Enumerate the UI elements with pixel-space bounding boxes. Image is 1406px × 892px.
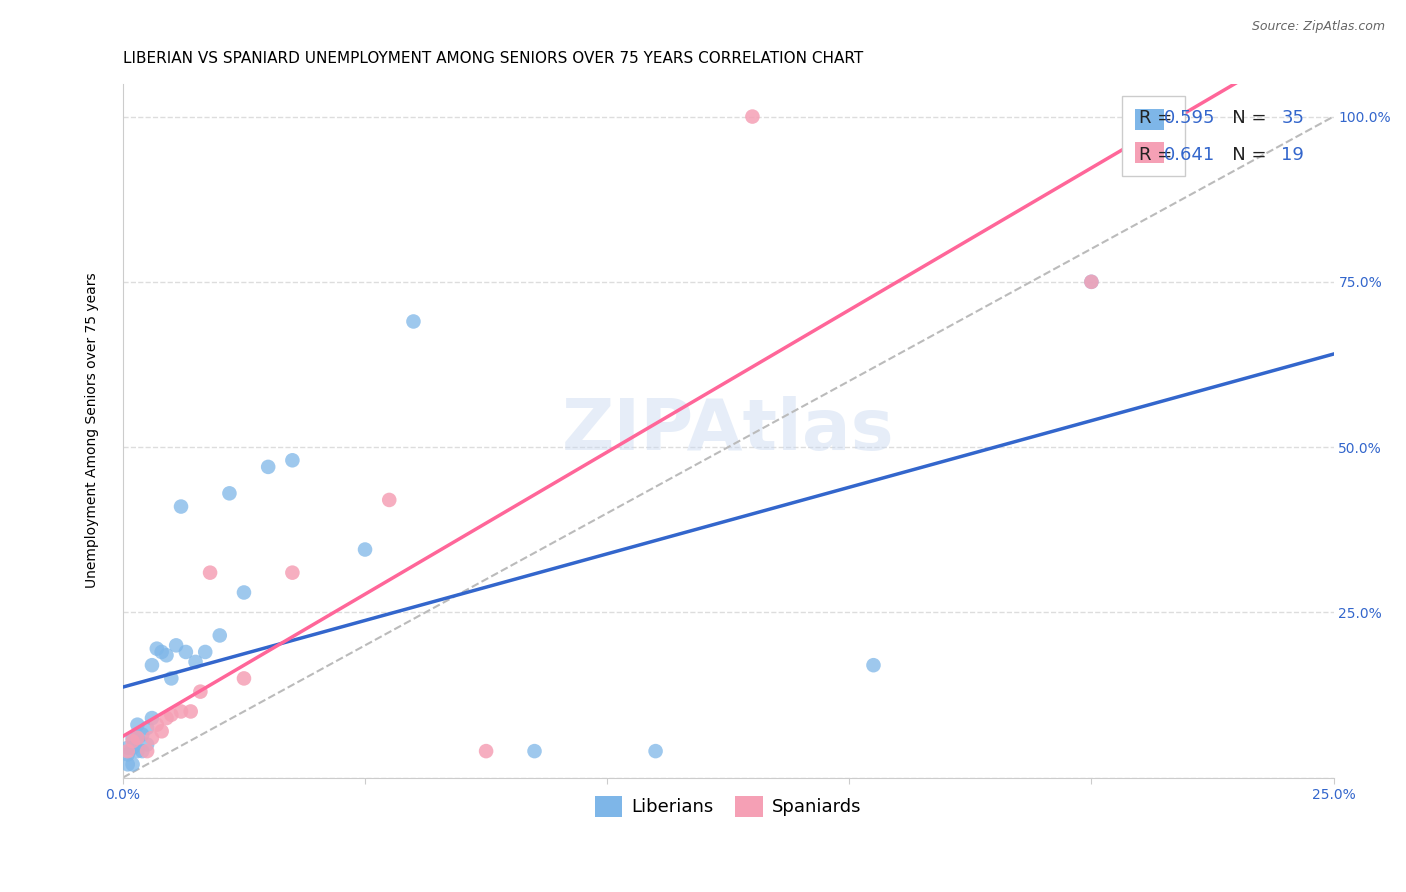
Point [402,314,425,328]
Point [354,542,377,557]
Point [190,684,212,698]
Point [141,731,163,745]
Point [131,744,153,758]
Point [523,744,546,758]
Y-axis label: Unemployment Among Seniors over 75 years: Unemployment Among Seniors over 75 years [86,273,100,589]
Text: 35: 35 [1281,109,1305,127]
Point [121,734,143,748]
Point [117,744,139,758]
Text: 0.641: 0.641 [1164,146,1215,164]
Point [141,711,163,725]
Point [644,744,666,758]
Point [218,486,240,500]
Point [127,731,149,745]
Point [233,585,256,599]
Point [233,672,256,686]
Legend: Liberians, Spaniards: Liberians, Spaniards [588,789,869,824]
Point [127,744,149,758]
Point [1080,275,1102,289]
Point [378,492,401,507]
Text: ZIPAtlas: ZIPAtlas [562,396,894,465]
Point [184,655,207,669]
Point [136,744,159,758]
Point [174,645,197,659]
Point [180,705,202,719]
Point [150,645,173,659]
Point [136,721,159,735]
Point [131,728,153,742]
Point [194,645,217,659]
Point [281,453,304,467]
Point [121,731,143,745]
Point [257,459,280,474]
Point [117,747,139,762]
Point [155,711,177,725]
Point [170,500,193,514]
Text: R =: R = [1139,109,1178,127]
Text: N =: N = [1215,146,1272,164]
Point [862,658,884,673]
Text: N =: N = [1215,109,1272,127]
Point [117,757,139,772]
Point [127,731,149,745]
Text: R =: R = [1139,146,1178,164]
Point [136,738,159,752]
Point [1080,275,1102,289]
Text: 19: 19 [1281,146,1305,164]
Point [475,744,498,758]
Text: LIBERIAN VS SPANIARD UNEMPLOYMENT AMONG SENIORS OVER 75 YEARS CORRELATION CHART: LIBERIAN VS SPANIARD UNEMPLOYMENT AMONG … [122,51,863,66]
Text: Source: ZipAtlas.com: Source: ZipAtlas.com [1251,20,1385,33]
Point [155,648,177,663]
Point [165,638,187,652]
Point [170,705,193,719]
Text: 0.595: 0.595 [1164,109,1216,127]
Point [281,566,304,580]
Point [150,724,173,739]
Point [121,757,143,772]
Point [198,566,221,580]
Point [208,628,231,642]
Point [146,641,169,656]
Point [117,740,139,755]
Point [127,717,149,731]
Point [121,740,143,755]
Point [146,717,169,731]
Point [741,110,763,124]
Point [160,707,183,722]
Point [141,658,163,673]
Point [160,672,183,686]
